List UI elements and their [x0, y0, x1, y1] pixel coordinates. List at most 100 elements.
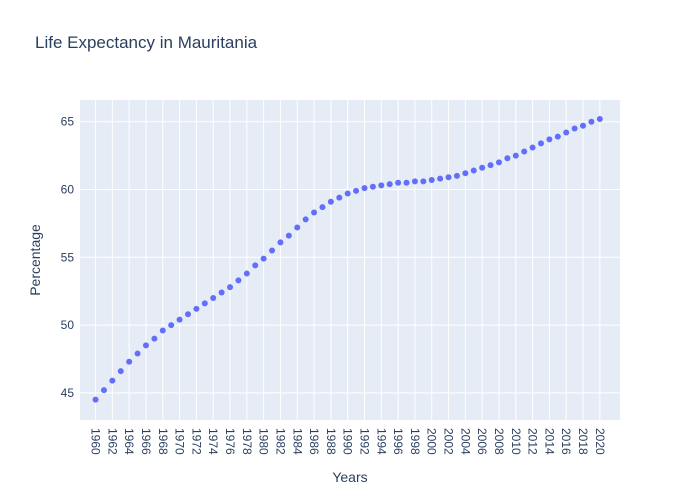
data-point — [185, 311, 191, 318]
x-tick-label: 1966 — [139, 428, 153, 455]
data-point — [386, 181, 393, 188]
data-point — [100, 387, 107, 394]
x-tick-label: 1974 — [206, 428, 220, 455]
x-tick-label: 1996 — [391, 428, 405, 455]
data-point — [479, 164, 486, 171]
data-point — [126, 358, 133, 365]
data-point — [311, 209, 318, 216]
data-point — [596, 115, 603, 122]
data-point — [588, 118, 595, 125]
data-point — [327, 198, 334, 205]
data-point — [159, 327, 166, 334]
x-tick-label: 2014 — [542, 428, 556, 455]
data-point — [109, 377, 116, 384]
x-tick-label: 1986 — [307, 428, 321, 455]
gridlines — [80, 100, 620, 420]
data-point — [395, 179, 402, 186]
data-point — [344, 190, 351, 197]
x-tick-label: 1980 — [257, 428, 271, 455]
x-tick-label: 1998 — [408, 428, 422, 455]
data-point — [487, 162, 494, 169]
x-tick-label: 2004 — [458, 428, 472, 455]
data-point — [571, 125, 578, 132]
data-point — [537, 140, 544, 147]
data-point — [277, 239, 284, 246]
x-tick-label: 2016 — [559, 428, 573, 455]
data-point — [462, 170, 469, 177]
data-point — [252, 262, 259, 269]
x-tick-label: 1992 — [357, 428, 371, 455]
data-points — [92, 115, 603, 403]
x-axis-ticks: 1960 1962 1964 1966 1968 1970 1972 1974 1976 1978… — [89, 428, 607, 455]
data-point — [580, 122, 587, 129]
x-tick-label: 1962 — [105, 428, 119, 455]
data-point — [336, 194, 343, 201]
data-point — [201, 300, 208, 307]
data-point — [243, 270, 250, 277]
data-point — [563, 129, 570, 136]
y-tick-label: 65 — [61, 115, 75, 129]
data-point — [176, 316, 183, 323]
data-point — [302, 216, 309, 223]
data-point — [218, 289, 225, 296]
x-tick-label: 1976 — [223, 428, 237, 455]
data-point — [437, 175, 444, 182]
data-point — [411, 178, 418, 185]
x-tick-label: 2002 — [442, 428, 456, 455]
data-point — [495, 159, 502, 166]
data-point — [428, 177, 435, 183]
y-tick-label: 60 — [61, 182, 75, 196]
data-point — [134, 350, 141, 357]
x-tick-label: 2010 — [509, 428, 523, 455]
data-point — [546, 136, 553, 143]
data-point — [235, 277, 242, 284]
data-point — [378, 182, 385, 189]
data-point — [361, 185, 368, 192]
y-axis-title: Percentage — [27, 224, 43, 296]
data-point — [319, 204, 326, 211]
x-tick-label: 2006 — [475, 428, 489, 455]
data-point — [369, 183, 376, 190]
x-tick-label: 1960 — [89, 428, 103, 455]
x-tick-label: 1964 — [122, 428, 136, 455]
data-point — [151, 335, 158, 342]
data-point — [445, 174, 452, 181]
x-tick-label: 1970 — [173, 428, 187, 455]
data-point — [420, 178, 427, 185]
x-tick-label: 2020 — [593, 428, 607, 455]
data-point — [504, 155, 511, 162]
y-tick-label: 45 — [61, 386, 75, 400]
data-point — [403, 179, 410, 186]
data-point — [269, 247, 276, 254]
x-tick-label: 1984 — [290, 428, 304, 455]
data-point — [512, 152, 519, 159]
data-point — [92, 396, 99, 403]
data-point — [117, 368, 124, 375]
plot-area — [80, 100, 620, 420]
data-point — [193, 305, 200, 312]
x-tick-label: 1988 — [324, 428, 338, 455]
x-tick-label: 1982 — [273, 428, 287, 455]
data-point — [294, 224, 301, 231]
data-point — [142, 342, 149, 349]
x-tick-label: 2000 — [425, 428, 439, 455]
y-axis-ticks: 45 50 55 60 65 — [61, 115, 75, 400]
x-tick-label: 1968 — [156, 428, 170, 455]
data-point — [168, 322, 175, 329]
x-tick-label: 1972 — [189, 428, 203, 455]
x-tick-label: 2008 — [492, 428, 506, 455]
x-tick-label: 1978 — [240, 428, 254, 455]
data-point — [470, 167, 477, 174]
data-point — [353, 187, 360, 194]
data-point — [453, 172, 460, 179]
data-point — [554, 133, 561, 140]
data-point — [210, 294, 217, 301]
data-point — [521, 148, 528, 155]
x-tick-label: 1994 — [374, 428, 388, 455]
x-tick-label: 1990 — [341, 428, 355, 455]
data-point — [529, 144, 536, 151]
x-axis-title: Years — [332, 469, 367, 485]
y-tick-label: 55 — [61, 250, 75, 264]
data-point — [227, 284, 234, 291]
